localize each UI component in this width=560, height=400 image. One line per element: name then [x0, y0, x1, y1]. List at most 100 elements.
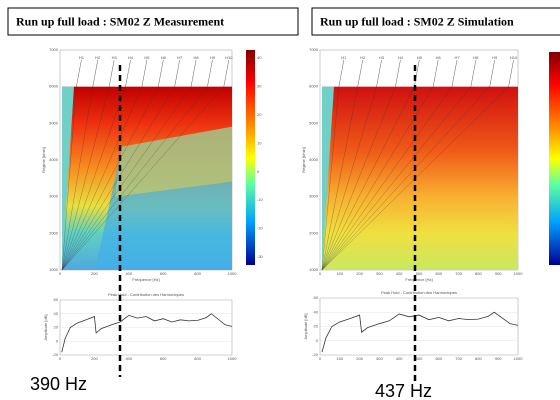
order-line-ext — [190, 59, 197, 87]
x-axis-label: Fréquence [Hz] — [405, 277, 432, 282]
order-line — [61, 86, 208, 271]
x-tick-label: 700 — [455, 271, 462, 276]
order-label: H4 — [398, 55, 404, 60]
frequency-caption: 437 Hz — [375, 381, 432, 400]
x-tick-label: 100 — [336, 271, 343, 276]
order-label: H10 — [510, 55, 518, 60]
x-tick-label: 1000 — [514, 271, 524, 276]
heatmap-edge — [322, 86, 334, 271]
y-tick-label: 4000 — [309, 157, 319, 162]
order-label: H9 — [210, 55, 216, 60]
order-label: H6 — [436, 55, 442, 60]
lower-y-tick-label: 20 — [54, 325, 59, 330]
lower-y-label: Amplitude [dB] — [303, 313, 308, 339]
lower-x-tick-label: 900 — [495, 356, 502, 361]
lower-title: Peak Hold - Contribution des Harmoniques — [381, 290, 457, 295]
lower-y-tick-label: 0 — [316, 338, 319, 343]
y-tick-label: 5000 — [309, 120, 319, 125]
order-line-ext — [414, 59, 420, 87]
order-line-ext — [451, 59, 458, 87]
order-line — [321, 86, 340, 271]
order-label: H3 — [379, 55, 385, 60]
heatmap-edge — [62, 86, 74, 271]
lower-x-tick-label: 300 — [376, 356, 383, 361]
y-tick-label: 4000 — [49, 157, 59, 162]
colorbar-tick-label: -10 — [257, 197, 264, 202]
order-line-ext — [432, 59, 439, 87]
y-tick-label: 1000 — [309, 267, 319, 272]
lower-y-tick-label: 40 — [54, 311, 59, 316]
panel-title: Run up full load : SM02 Z Measurement — [16, 14, 224, 28]
lower-y-tick-label: -20 — [52, 352, 59, 357]
order-line — [61, 86, 110, 271]
lower-x-tick-label: 700 — [455, 356, 462, 361]
order-line-ext — [395, 59, 401, 87]
x-tick-label: 500 — [416, 271, 423, 276]
lower-x-tick-label: 600 — [160, 356, 167, 361]
x-tick-label: 600 — [160, 271, 167, 276]
y-tick-label: 3000 — [49, 194, 59, 199]
order-line-ext — [141, 59, 148, 87]
lower-y-tick-label: 0 — [56, 338, 59, 343]
title-box — [311, 7, 560, 36]
order-label: H4 — [128, 55, 134, 60]
order-line-ext — [207, 59, 213, 87]
order-label: H5 — [417, 55, 423, 60]
x-tick-label: 0 — [59, 271, 62, 276]
lower-x-tick-label: 100 — [336, 356, 343, 361]
order-label: H9 — [492, 55, 498, 60]
lower-x-tick-label: 500 — [416, 356, 423, 361]
x-tick-label: 0 — [319, 271, 322, 276]
order-label: H5 — [144, 55, 150, 60]
heatmap-mid — [115, 126, 232, 197]
order-line — [61, 86, 93, 271]
order-line — [321, 86, 396, 271]
order-line-ext — [489, 59, 495, 87]
lower-x-tick-label: 0 — [319, 356, 322, 361]
y-tick-label: 3000 — [309, 194, 319, 199]
y-tick-label: 7000 — [49, 47, 59, 52]
y-tick-label: 1000 — [49, 267, 59, 272]
x-tick-label: 900 — [495, 271, 502, 276]
lower-y-tick-label: 20 — [314, 324, 319, 329]
y-tick-label: 6000 — [49, 84, 59, 89]
colorbar-tick-label: 10 — [257, 140, 262, 145]
y-tick-label: 6000 — [309, 84, 319, 89]
x-axis-label: Fréquence [Hz] — [132, 277, 159, 282]
order-line — [321, 86, 415, 271]
order-line — [61, 86, 77, 271]
order-line-ext — [223, 59, 230, 87]
frequency-caption: 390 Hz — [30, 374, 87, 394]
x-tick-label: 1000 — [228, 271, 238, 276]
lower-y-tick-label: -20 — [312, 352, 319, 357]
lower-y-label: Amplitude [dB] — [43, 314, 48, 340]
order-line — [61, 86, 192, 271]
order-line-ext — [508, 59, 514, 87]
order-label: H7 — [177, 55, 183, 60]
order-line — [321, 86, 377, 271]
y-axis-label: Régime [t/min] — [301, 147, 306, 173]
order-line — [61, 86, 159, 271]
order-line — [321, 86, 453, 271]
lower-y-tick-label: 40 — [314, 309, 319, 314]
colorbar-tick-label: -30 — [257, 254, 264, 259]
lower-x-tick-label: 0 — [59, 356, 62, 361]
order-label: H1 — [79, 55, 85, 60]
amplitude-curve — [61, 313, 233, 353]
order-line-ext — [125, 59, 131, 87]
colorbar-tick-label: 0 — [257, 169, 260, 174]
lower-x-tick-label: 200 — [356, 356, 363, 361]
order-line-ext — [470, 59, 477, 87]
y-tick-label: 7000 — [309, 47, 319, 52]
order-line-ext — [174, 59, 180, 87]
colorbar-tick-label: 40 — [257, 55, 262, 60]
colorbar-tick-label: 20 — [257, 112, 262, 117]
order-line-ext — [92, 59, 98, 87]
x-tick-label: 800 — [475, 271, 482, 276]
lower-title: Peak Hold - Contribution des Harmoniques — [108, 292, 184, 297]
x-tick-label: 600 — [435, 271, 442, 276]
order-line-ext — [108, 59, 115, 87]
lower-x-tick-label: 200 — [91, 356, 98, 361]
y-tick-label: 2000 — [49, 230, 59, 235]
